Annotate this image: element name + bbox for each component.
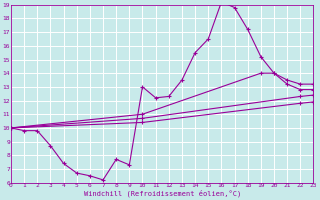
X-axis label: Windchill (Refroidissement éolien,°C): Windchill (Refroidissement éolien,°C) [84,190,241,197]
